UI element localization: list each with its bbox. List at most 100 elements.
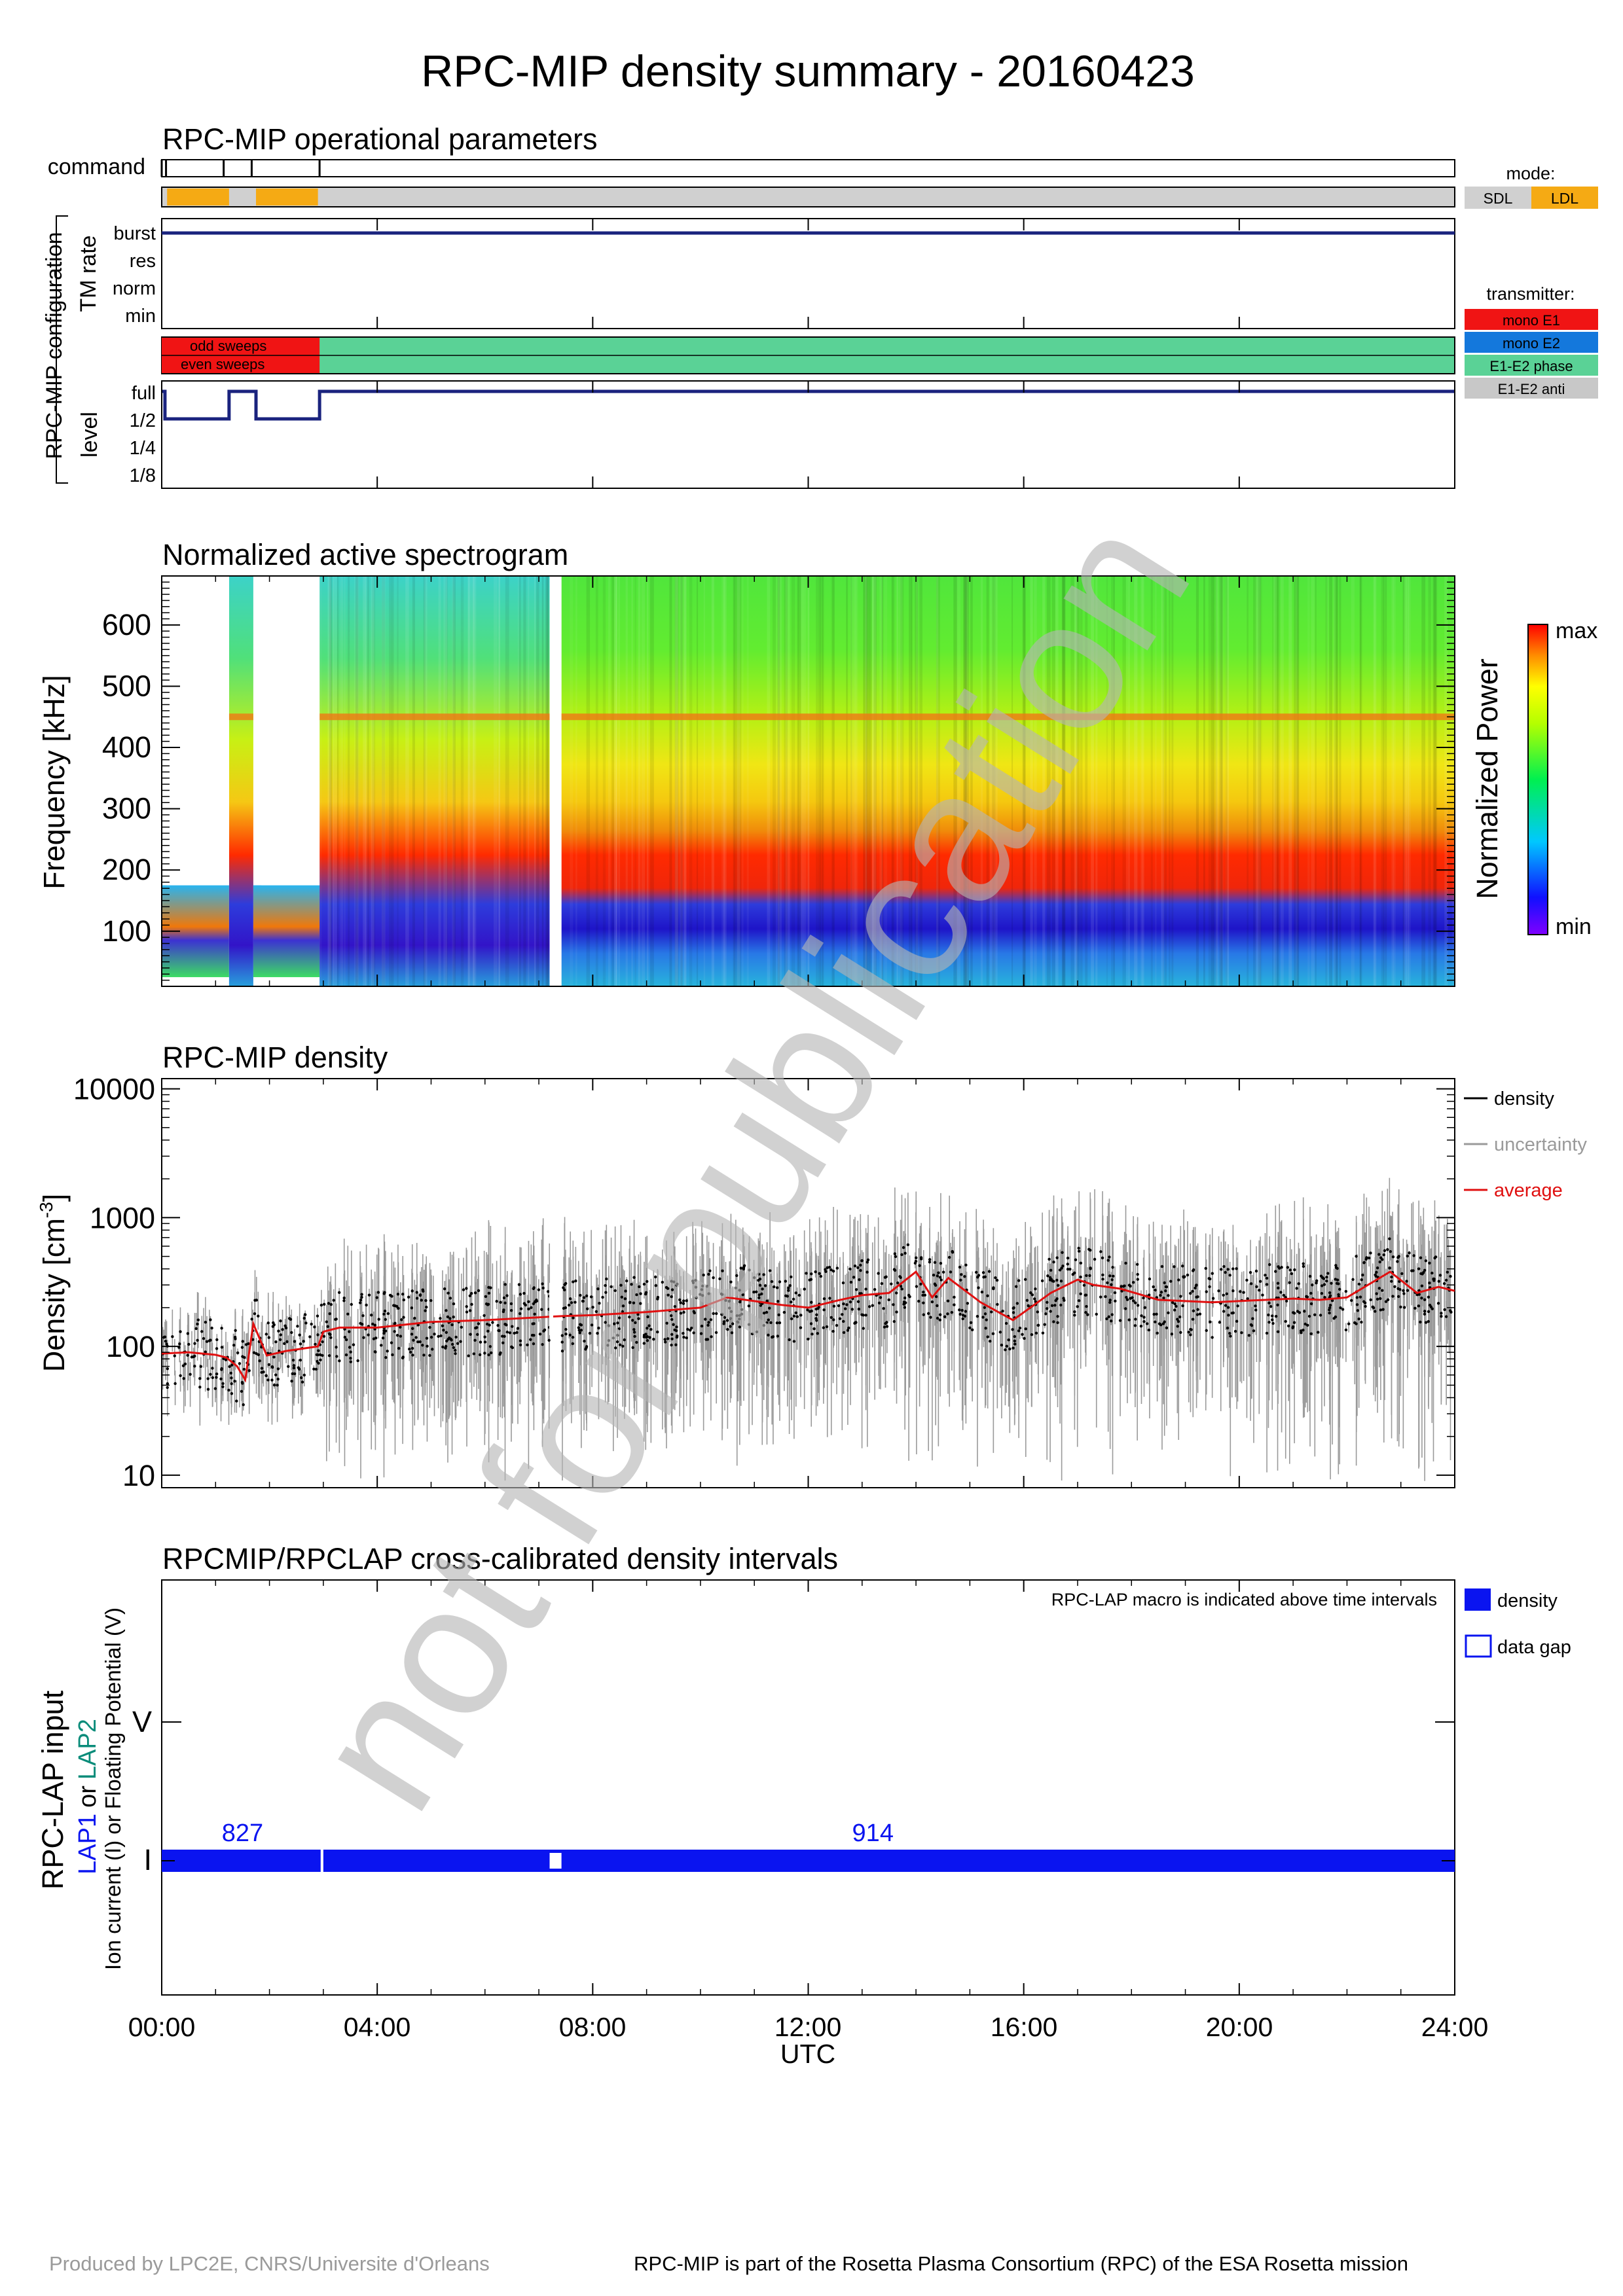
density-point (1167, 1294, 1170, 1297)
density-point (1444, 1278, 1448, 1282)
density-point (425, 1336, 429, 1340)
density-point (204, 1350, 207, 1354)
density-point (1254, 1308, 1258, 1312)
density-point (1288, 1281, 1291, 1284)
density-point (439, 1317, 442, 1320)
density-point (1440, 1314, 1443, 1318)
spectrogram-texture (854, 576, 858, 986)
density-point (1173, 1308, 1176, 1312)
density-point (1086, 1313, 1089, 1316)
density-point (499, 1300, 502, 1304)
density-point (1108, 1255, 1111, 1259)
density-point (765, 1310, 769, 1314)
spectrogram-texture (680, 576, 684, 986)
density-point (902, 1246, 905, 1249)
density-point (543, 1328, 547, 1332)
density-point (976, 1314, 979, 1318)
density-point (1365, 1256, 1368, 1259)
density-point (1101, 1273, 1104, 1277)
spectrogram-block (561, 576, 1455, 986)
density-point (250, 1318, 253, 1321)
transmitter-legend-title: transmitter: (1486, 284, 1575, 304)
spectrogram-texture (356, 576, 359, 986)
spectrogram-texture (721, 576, 725, 986)
spectrogram-texture (1247, 576, 1249, 986)
density-point (1222, 1265, 1226, 1268)
density-point (1178, 1315, 1182, 1319)
density-point (1249, 1270, 1252, 1274)
density-point (1369, 1251, 1372, 1255)
lap-interval-bar (323, 1850, 1455, 1872)
density-point (1288, 1268, 1292, 1272)
spectrogram-texture (1211, 576, 1214, 986)
density-y-tick-label: 1000 (90, 1201, 155, 1234)
spectrogram-texture (674, 576, 679, 986)
density-point (1432, 1278, 1435, 1281)
density-point (1443, 1308, 1446, 1312)
density-point (429, 1335, 433, 1339)
density-point (383, 1309, 387, 1313)
spectrogram-texture (1070, 576, 1075, 986)
density-point (204, 1320, 208, 1324)
density-point (1195, 1313, 1199, 1316)
density-point (1374, 1273, 1377, 1277)
density-point (1012, 1346, 1015, 1350)
density-point (1049, 1310, 1052, 1313)
density-point (709, 1318, 713, 1321)
density-point (977, 1286, 980, 1289)
spectrogram-texture (909, 576, 913, 986)
density-point (319, 1358, 322, 1362)
density-point (704, 1318, 707, 1321)
spectrogram-texture (329, 576, 333, 986)
density-point (316, 1353, 319, 1357)
density-point (1375, 1270, 1378, 1274)
x-tick-label-2000: 20:00 (1206, 2012, 1273, 2042)
density-point (1302, 1262, 1305, 1265)
spectrogram-texture (1280, 576, 1284, 986)
command-track (161, 159, 1455, 177)
spectrogram-texture (1042, 576, 1046, 986)
lap-y-label-or: or (74, 1785, 101, 1808)
spectrogram-texture (356, 576, 359, 986)
density-point (721, 1269, 724, 1272)
density-point (451, 1342, 454, 1346)
density-point (1334, 1315, 1338, 1319)
density-point (271, 1325, 275, 1328)
lap-macro-label-827: 827 (222, 1820, 263, 1847)
density-point (619, 1283, 623, 1287)
density-point (483, 1314, 486, 1318)
density-point (613, 1346, 617, 1350)
lap-interval-bar (162, 1850, 321, 1872)
panel-spectrogram: Normalized active spectrogram 1002003004… (37, 538, 1597, 987)
spectrogram-texture (1213, 576, 1218, 986)
density-point (428, 1325, 431, 1329)
density-point (1321, 1276, 1324, 1280)
spectrogram-texture (788, 576, 790, 986)
spectrogram-texture (734, 576, 738, 986)
density-point (465, 1310, 469, 1314)
density-point (198, 1377, 202, 1380)
spectrogram-texture (899, 576, 903, 986)
density-point (1247, 1334, 1251, 1337)
density-point (472, 1352, 476, 1355)
density-point (497, 1329, 500, 1333)
density-point (1066, 1267, 1070, 1271)
density-point (1066, 1263, 1070, 1266)
density-point (731, 1322, 735, 1325)
spectrogram-texture (1408, 576, 1411, 986)
density-point (511, 1346, 514, 1350)
density-point (568, 1297, 572, 1300)
density-point (828, 1265, 831, 1269)
spectrogram-texture (1288, 576, 1292, 986)
density-title: RPC-MIP density (162, 1041, 388, 1074)
density-point (720, 1312, 724, 1316)
density-point (1307, 1314, 1311, 1318)
level-tick-quarter: 1/4 (130, 438, 156, 459)
density-point (1177, 1278, 1180, 1282)
density-point (963, 1314, 967, 1318)
density-point (596, 1287, 600, 1291)
density-point (936, 1274, 939, 1278)
density-point (418, 1293, 422, 1297)
density-point (209, 1318, 212, 1321)
density-point (644, 1291, 648, 1294)
